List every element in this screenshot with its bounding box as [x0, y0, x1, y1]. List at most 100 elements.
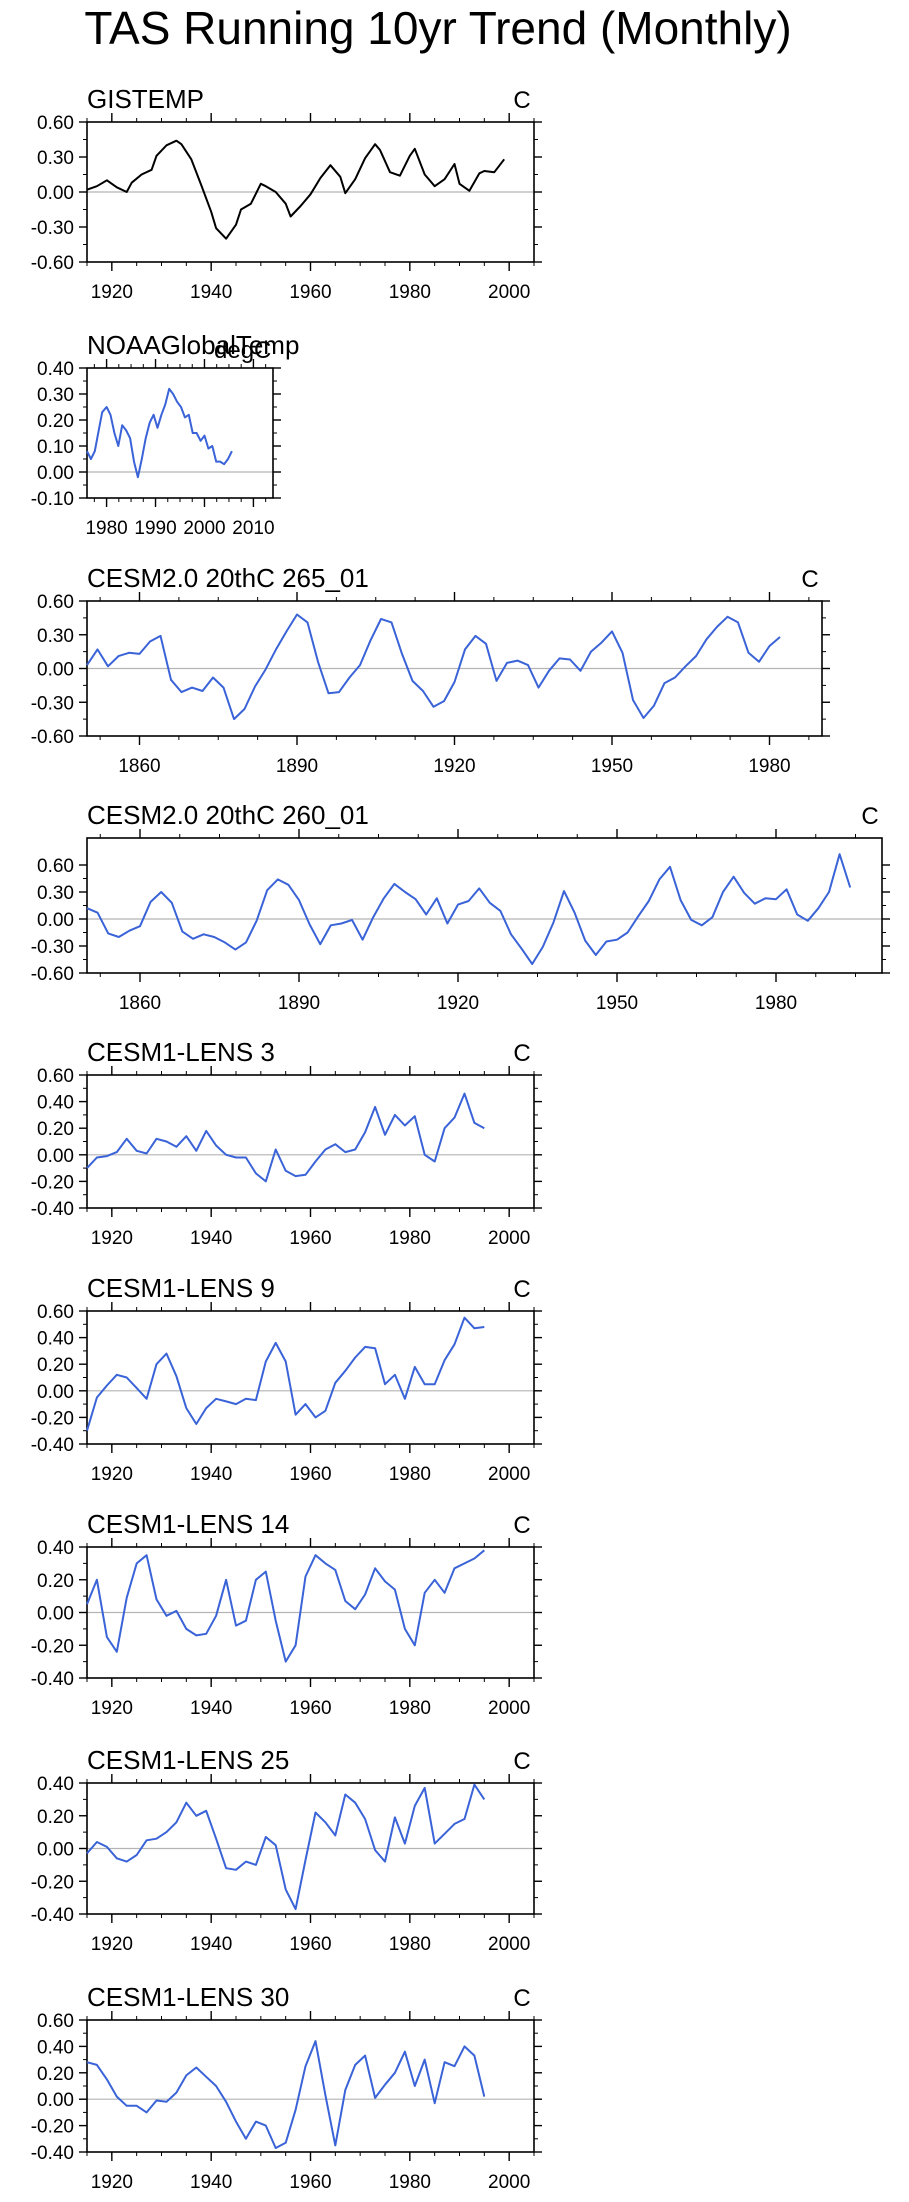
x-tick-label: 1860: [119, 993, 161, 1014]
x-tick-label: 1920: [433, 756, 475, 777]
x-tick-label: 2010: [232, 518, 274, 539]
series-line: [86, 1783, 486, 1911]
x-tick-label: 1890: [276, 756, 318, 777]
y-tick-label: 0.20: [37, 411, 74, 432]
y-tick-label: 0.30: [37, 385, 74, 406]
chart-panel-7: CESM1-LENS 14 C -0.40 -0.20 0.00 0.20 0.40 1920…: [31, 1509, 542, 1719]
x-tick-label: 1940: [190, 1228, 232, 1249]
panel-title: NOAAGlobalTemp: [87, 330, 299, 360]
x-tick-label: 1980: [85, 518, 127, 539]
x-tick-label: 2000: [488, 1934, 530, 1955]
y-tick-label: 0.00: [37, 183, 74, 204]
x-tick-label: 1960: [289, 1228, 331, 1249]
y-tick-label: -0.30: [31, 937, 74, 958]
x-tick-label: 2000: [183, 518, 225, 539]
x-tick-label: 1920: [91, 1228, 133, 1249]
y-tick-label: -0.60: [31, 253, 74, 274]
x-tick-label: 1980: [389, 1228, 431, 1249]
y-tick-label: 0.30: [37, 626, 74, 647]
y-tick-label: 0.00: [37, 1382, 74, 1403]
y-tick-label: 0.60: [37, 856, 74, 877]
x-tick-label: 1890: [278, 993, 320, 1014]
y-tick-label: -0.30: [31, 693, 74, 714]
y-tick-label: 0.20: [37, 1355, 74, 1376]
y-tick-label: -0.60: [31, 964, 74, 985]
series-line: [86, 2040, 486, 2149]
plot-frame: [86, 1310, 535, 1445]
y-tick-label: 0.40: [37, 1329, 74, 1350]
panel-title: GISTEMP: [87, 84, 204, 114]
x-tick-label: 1950: [596, 993, 638, 1014]
x-tick-label: 1980: [389, 2172, 431, 2193]
y-tick-label: 0.00: [37, 2090, 74, 2111]
y-tick-label: -0.20: [31, 1872, 74, 1893]
page-title: TAS Running 10yr Trend (Monthly): [84, 2, 791, 54]
x-tick-label: 1980: [748, 756, 790, 777]
y-tick-label: 0.00: [37, 660, 74, 681]
y-tick-label: 0.00: [37, 1146, 74, 1167]
y-tick-label: 0.00: [37, 910, 74, 931]
panel-title: CESM1-LENS 25: [87, 1745, 289, 1775]
y-tick-label: -0.40: [31, 1669, 74, 1690]
y-tick-label: 0.60: [37, 113, 74, 134]
x-tick-label: 1940: [190, 1464, 232, 1485]
x-tick-label: 1920: [437, 993, 479, 1014]
y-tick-label: -0.40: [31, 1435, 74, 1456]
y-tick-label: 0.00: [37, 1840, 74, 1861]
x-tick-label: 1940: [190, 282, 232, 303]
x-tick-label: 1960: [289, 1464, 331, 1485]
panel-title: CESM1-LENS 14: [87, 1509, 289, 1539]
x-tick-label: 1960: [289, 2172, 331, 2193]
panel-title: CESM1-LENS 3: [87, 1037, 275, 1067]
y-tick-label: -0.20: [31, 1636, 74, 1657]
x-tick-label: 1860: [118, 756, 160, 777]
y-tick-label: 0.20: [37, 1571, 74, 1592]
x-tick-label: 1920: [91, 2172, 133, 2193]
units-label: C: [513, 1985, 530, 2012]
x-tick-label: 1980: [389, 1698, 431, 1719]
y-tick-label: -0.20: [31, 1408, 74, 1429]
x-tick-label: 1980: [389, 1934, 431, 1955]
x-tick-label: 1940: [190, 1698, 232, 1719]
y-tick-label: 0.60: [37, 592, 74, 613]
y-tick-label: -0.40: [31, 2143, 74, 2164]
series-line: [86, 1316, 485, 1431]
chart-panel-4: CESM2.0 20thC 260_01 C -0.60 -0.30 0.00 0.30 0…: [31, 800, 890, 1014]
x-tick-label: 1960: [289, 1934, 331, 1955]
x-tick-label: 1990: [134, 518, 176, 539]
x-tick-label: 2000: [488, 2172, 530, 2193]
x-tick-label: 1920: [91, 1934, 133, 1955]
y-tick-label: 0.20: [37, 1807, 74, 1828]
x-tick-label: 2000: [488, 282, 530, 303]
y-tick-label: 0.30: [37, 883, 74, 904]
y-tick-label: 0.40: [37, 1538, 74, 1559]
units-label: C: [801, 566, 818, 593]
y-tick-label: -0.20: [31, 2117, 74, 2138]
y-tick-label: -0.10: [31, 489, 74, 510]
chart-panel-5: CESM1-LENS 3 C -0.40 -0.20 0.00 0.20 0.40 0.60 1…: [31, 1037, 542, 1249]
chart-panel-3: CESM2.0 20thC 265_01 C -0.60 -0.30 0.00 0.30 0…: [31, 563, 830, 777]
y-tick-label: 0.40: [37, 1774, 74, 1795]
y-tick-label: 0.40: [37, 359, 74, 380]
x-tick-label: 1960: [289, 1698, 331, 1719]
y-tick-label: 0.00: [37, 1604, 74, 1625]
chart-panel-6: CESM1-LENS 9 C -0.40 -0.20 0.00 0.20 0.40 0.60 1…: [31, 1273, 542, 1485]
y-tick-label: 0.30: [37, 148, 74, 169]
y-tick-label: -0.40: [31, 1905, 74, 1926]
y-tick-label: -0.20: [31, 1172, 74, 1193]
overlay-units-label: degC: [214, 337, 271, 364]
x-tick-label: 1980: [755, 993, 797, 1014]
series-line: [86, 853, 852, 965]
chart-panel-9: CESM1-LENS 30 C -0.40 -0.20 0.00 0.20 0.40 0.60…: [31, 1982, 542, 2193]
units-label: C: [861, 803, 878, 830]
panel-title: CESM2.0 20thC 260_01: [87, 800, 369, 830]
x-tick-label: 1940: [190, 1934, 232, 1955]
y-tick-label: 0.60: [37, 1302, 74, 1323]
x-tick-label: 1980: [389, 1464, 431, 1485]
panel-title: CESM1-LENS 30: [87, 1982, 289, 2012]
x-tick-label: 1980: [389, 282, 431, 303]
x-tick-label: 1950: [591, 756, 633, 777]
y-tick-label: -0.40: [31, 1199, 74, 1220]
x-tick-label: 1920: [91, 1464, 133, 1485]
